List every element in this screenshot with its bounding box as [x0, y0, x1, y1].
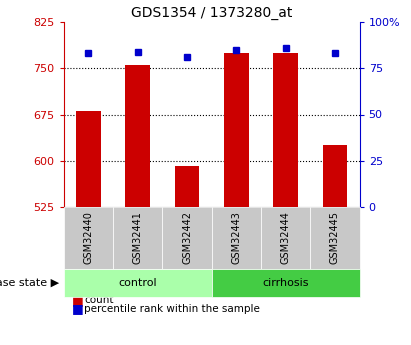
Text: GSM32443: GSM32443: [231, 211, 241, 264]
Text: cirrhosis: cirrhosis: [262, 278, 309, 288]
Bar: [224, 53, 249, 207]
Text: GSM32442: GSM32442: [182, 211, 192, 265]
Text: ■: ■: [72, 303, 84, 315]
Title: GDS1354 / 1373280_at: GDS1354 / 1373280_at: [131, 6, 292, 20]
Bar: [175, 166, 199, 207]
Text: control: control: [118, 278, 157, 288]
Text: GSM32445: GSM32445: [330, 211, 340, 265]
Text: GSM32441: GSM32441: [133, 211, 143, 264]
Bar: [273, 53, 298, 207]
Text: disease state ▶: disease state ▶: [0, 278, 60, 288]
Text: count: count: [84, 295, 114, 305]
Text: GSM32444: GSM32444: [281, 211, 291, 264]
Bar: [76, 111, 101, 207]
Text: GSM32440: GSM32440: [83, 211, 93, 264]
Text: percentile rank within the sample: percentile rank within the sample: [84, 304, 260, 314]
Bar: [125, 65, 150, 207]
Text: ■: ■: [72, 294, 84, 307]
Bar: [323, 145, 347, 207]
